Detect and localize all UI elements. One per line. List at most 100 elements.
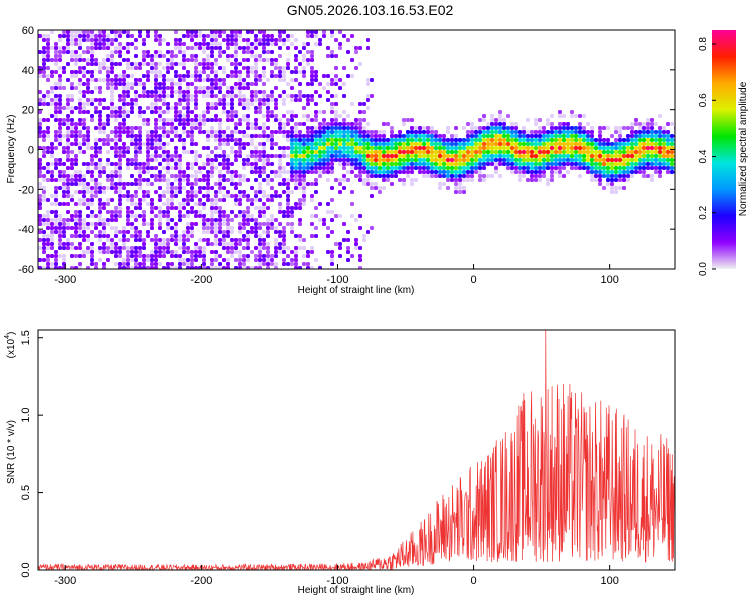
spectrogram-cell: [378, 150, 382, 154]
spectrogram-cell: [206, 170, 210, 174]
spectrogram-cell: [310, 250, 314, 254]
spectrogram-cell: [214, 62, 218, 66]
spectrogram-cell: [110, 162, 114, 166]
spectrogram-cell: [286, 190, 290, 194]
spectrogram-cell: [118, 98, 122, 102]
spectrogram-cell: [126, 218, 130, 222]
spectrogram-cell: [194, 202, 198, 206]
spectrogram-cell: [174, 254, 178, 258]
spectrogram-cell: [414, 162, 418, 166]
spectrogram-cell: [226, 54, 230, 58]
spectrogram-cell: [366, 150, 370, 154]
spectrogram-cell: [178, 214, 182, 218]
spectrogram-cell: [566, 162, 570, 166]
spectrogram-cell: [86, 62, 90, 66]
spectrogram-cell: [178, 102, 182, 106]
spectrogram-cell: [86, 98, 90, 102]
spectrogram-cell: [638, 122, 642, 126]
spectrogram-cell: [226, 266, 230, 269]
spectrogram-cell: [110, 218, 114, 222]
spectrogram-cell: [234, 266, 238, 269]
spectrogram-cell: [230, 38, 234, 42]
spectrogram-cell: [190, 226, 194, 230]
spectrogram-cell: [178, 202, 182, 206]
spectrogram-cell: [310, 146, 314, 150]
spectrogram-cell: [338, 154, 342, 158]
spectrogram-cell: [258, 262, 262, 266]
spectrogram-cell: [186, 258, 190, 262]
spectrogram-cell: [238, 102, 242, 106]
spectrogram-cell: [366, 230, 370, 234]
spectrogram-cell: [290, 94, 294, 98]
spectrogram-cell: [474, 158, 478, 162]
spectrogram-cell: [518, 166, 522, 170]
spectrogram-cell: [494, 134, 498, 138]
spectrogram-cell: [462, 146, 466, 150]
spectrogram-cell: [274, 66, 278, 70]
spectrogram-cell: [350, 158, 354, 162]
spectrogram-cell: [174, 222, 178, 226]
spectrogram-cell: [366, 94, 370, 98]
spectrogram-cell: [574, 154, 578, 158]
spectrogram-cell: [226, 158, 230, 162]
spectrogram-cell: [234, 126, 238, 130]
spectrogram-cell: [374, 166, 378, 170]
spectrogram-cell: [190, 82, 194, 86]
spectrogram-cell: [46, 74, 50, 78]
spectrogram-cell: [298, 166, 302, 170]
spectrogram-cell: [126, 230, 130, 234]
spectrogram-cell: [166, 242, 170, 246]
spectrogram-cell: [478, 118, 482, 122]
spectrogram-cell: [374, 162, 378, 166]
spectrogram-cell: [334, 82, 338, 86]
spectrogram-cell: [54, 254, 58, 258]
spectrogram-cell: [38, 34, 42, 38]
spectrogram-cell: [338, 178, 342, 182]
spectrogram-cell: [42, 250, 46, 254]
spectrogram-cell: [118, 250, 122, 254]
spectrogram-cell: [590, 138, 594, 142]
spectrogram-cell: [134, 90, 138, 94]
spectrogram-cell: [170, 82, 174, 86]
spectrogram-cell: [390, 138, 394, 142]
spectrogram-cell: [230, 150, 234, 154]
spectrogram-cell: [150, 102, 154, 106]
spectrogram-cell: [74, 178, 78, 182]
spectrogram-cell: [82, 66, 86, 70]
spectrogram-cell: [78, 146, 82, 150]
spectrogram-cell: [62, 186, 66, 190]
spectrogram-cell: [242, 38, 246, 42]
spectrogram-cell: [362, 110, 366, 114]
spectrogram-cell: [74, 218, 78, 222]
spectrogram-cell: [630, 134, 634, 138]
spectrogram-cell: [154, 246, 158, 250]
spectrogram-cell: [246, 258, 250, 262]
spectrogram-cell: [642, 130, 646, 134]
spectrogram-cell: [338, 134, 342, 138]
spectrogram-cell: [518, 134, 522, 138]
spectrogram-cell: [238, 266, 242, 269]
spectrogram-cell: [118, 130, 122, 134]
spectrogram-cell: [218, 214, 222, 218]
spectrogram-cell: [346, 126, 350, 130]
spectrogram-cell: [374, 134, 378, 138]
spectrogram-cell: [302, 170, 306, 174]
spectrogram-cell: [42, 94, 46, 98]
spectrogram-cell: [274, 266, 278, 269]
spectrogram-cell: [250, 126, 254, 130]
spectrogram-cell: [606, 158, 610, 162]
spectrogram-cell: [190, 58, 194, 62]
spectrogram-cell: [118, 206, 122, 210]
spectrogram-cell: [250, 170, 254, 174]
spectrogram-cell: [638, 162, 642, 166]
spectrogram-cell: [450, 150, 454, 154]
spectrogram-cell: [406, 130, 410, 134]
spectrogram-cell: [306, 82, 310, 86]
spectrogram-cell: [42, 266, 46, 269]
spectrogram-cell: [150, 238, 154, 242]
spectrogram-cell: [106, 222, 110, 226]
spectrogram-cell: [286, 170, 290, 174]
spectrogram-cell: [266, 50, 270, 54]
spectrogram-cell: [234, 58, 238, 62]
spectrogram-cell: [202, 206, 206, 210]
